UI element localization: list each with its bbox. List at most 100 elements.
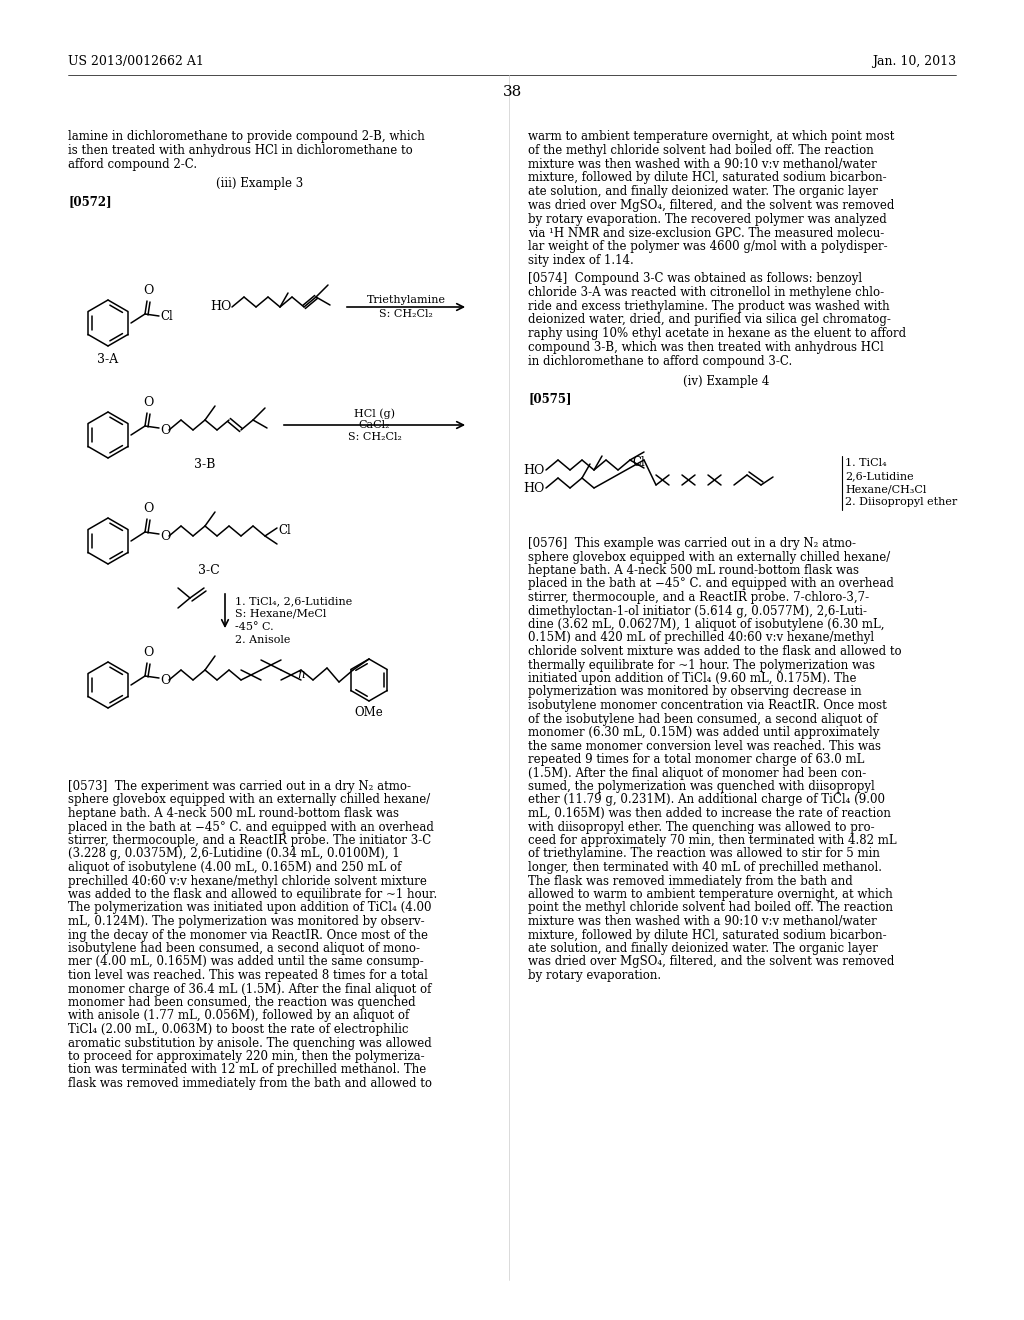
Text: dine (3.62 mL, 0.0627M), 1 aliquot of isobutylene (6.30 mL,: dine (3.62 mL, 0.0627M), 1 aliquot of is… (528, 618, 885, 631)
Text: HCl (g): HCl (g) (354, 408, 395, 418)
Text: HO: HO (523, 463, 545, 477)
Text: Cl: Cl (278, 524, 291, 536)
Text: S: CH₂Cl₂: S: CH₂Cl₂ (379, 309, 433, 319)
Text: (1.5M). After the final aliquot of monomer had been con-: (1.5M). After the final aliquot of monom… (528, 767, 866, 780)
Text: 3-B: 3-B (195, 458, 216, 471)
Text: with diisopropyl ether. The quenching was allowed to pro-: with diisopropyl ether. The quenching wa… (528, 821, 874, 833)
Text: TiCl₄ (2.00 mL, 0.063M) to boost the rate of electrophilic: TiCl₄ (2.00 mL, 0.063M) to boost the rat… (68, 1023, 409, 1036)
Text: 2. Diisopropyl ether: 2. Diisopropyl ether (845, 498, 957, 507)
Text: mL, 0.165M) was then added to increase the rate of reaction: mL, 0.165M) was then added to increase t… (528, 807, 891, 820)
Text: CaCl₂: CaCl₂ (358, 420, 390, 430)
Text: with anisole (1.77 mL, 0.056M), followed by an aliquot of: with anisole (1.77 mL, 0.056M), followed… (68, 1010, 410, 1023)
Text: isobutylene had been consumed, a second aliquot of mono-: isobutylene had been consumed, a second … (68, 942, 420, 954)
Text: 0.15M) and 420 mL of prechilled 40:60 v:v hexane/methyl: 0.15M) and 420 mL of prechilled 40:60 v:… (528, 631, 874, 644)
Text: 3-C: 3-C (198, 564, 220, 577)
Text: warm to ambient temperature overnight, at which point most: warm to ambient temperature overnight, a… (528, 129, 894, 143)
Text: Cl: Cl (632, 455, 645, 469)
Text: ate solution, and finally deionized water. The organic layer: ate solution, and finally deionized wate… (528, 185, 878, 198)
Text: O: O (142, 502, 154, 515)
Text: mixture, followed by dilute HCl, saturated sodium bicarbon-: mixture, followed by dilute HCl, saturat… (528, 928, 887, 941)
Text: monomer (6.30 mL, 0.15M) was added until approximately: monomer (6.30 mL, 0.15M) was added until… (528, 726, 880, 739)
Text: Hexane/CH₃Cl: Hexane/CH₃Cl (845, 484, 927, 494)
Text: lamine in dichloromethane to provide compound 2-B, which: lamine in dichloromethane to provide com… (68, 129, 425, 143)
Text: flask was removed immediately from the bath and allowed to: flask was removed immediately from the b… (68, 1077, 432, 1090)
Text: monomer had been consumed, the reaction was quenched: monomer had been consumed, the reaction … (68, 997, 416, 1008)
Text: prechilled 40:60 v:v hexane/methyl chloride solvent mixture: prechilled 40:60 v:v hexane/methyl chlor… (68, 874, 427, 887)
Text: was added to the flask and allowed to equilibrate for ~1 hour.: was added to the flask and allowed to eq… (68, 888, 437, 902)
Text: n: n (297, 668, 304, 681)
Text: mL, 0.124M). The polymerization was monitored by observ-: mL, 0.124M). The polymerization was moni… (68, 915, 425, 928)
Text: mixture, followed by dilute HCl, saturated sodium bicarbon-: mixture, followed by dilute HCl, saturat… (528, 172, 887, 185)
Text: of the isobutylene had been consumed, a second aliquot of: of the isobutylene had been consumed, a … (528, 713, 878, 726)
Text: by rotary evaporation.: by rotary evaporation. (528, 969, 662, 982)
Text: O: O (142, 645, 154, 659)
Text: compound 3-B, which was then treated with anhydrous HCl: compound 3-B, which was then treated wit… (528, 341, 884, 354)
Text: placed in the bath at −45° C. and equipped with an overhead: placed in the bath at −45° C. and equipp… (528, 578, 894, 590)
Text: monomer charge of 36.4 mL (1.5M). After the final aliquot of: monomer charge of 36.4 mL (1.5M). After … (68, 982, 431, 995)
Text: deionized water, dried, and purified via silica gel chromatog-: deionized water, dried, and purified via… (528, 313, 891, 326)
Text: ing the decay of the monomer via ReactIR. Once most of the: ing the decay of the monomer via ReactIR… (68, 928, 428, 941)
Text: ceed for approximately 70 min, then terminated with 4.82 mL: ceed for approximately 70 min, then term… (528, 834, 897, 847)
Text: -45° C.: -45° C. (234, 622, 273, 632)
Text: was dried over MgSO₄, filtered, and the solvent was removed: was dried over MgSO₄, filtered, and the … (528, 956, 894, 969)
Text: (iii) Example 3: (iii) Example 3 (216, 177, 304, 190)
Text: in dichloromethane to afford compound 3-C.: in dichloromethane to afford compound 3-… (528, 355, 793, 368)
Text: O: O (160, 529, 170, 543)
Text: Cl: Cl (160, 310, 173, 323)
Text: [0575]: [0575] (528, 392, 571, 405)
Text: aromatic substitution by anisole. The quenching was allowed: aromatic substitution by anisole. The qu… (68, 1036, 432, 1049)
Text: sphere glovebox equipped with an externally chilled hexane/: sphere glovebox equipped with an externa… (68, 793, 430, 807)
Text: mer (4.00 mL, 0.165M) was added until the same consump-: mer (4.00 mL, 0.165M) was added until th… (68, 956, 424, 969)
Text: ate solution, and finally deionized water. The organic layer: ate solution, and finally deionized wate… (528, 942, 878, 954)
Text: sumed, the polymerization was quenched with diisopropyl: sumed, the polymerization was quenched w… (528, 780, 874, 793)
Text: raphy using 10% ethyl acetate in hexane as the eluent to afford: raphy using 10% ethyl acetate in hexane … (528, 327, 906, 341)
Text: tion was terminated with 12 mL of prechilled methanol. The: tion was terminated with 12 mL of prechi… (68, 1064, 426, 1077)
Text: via ¹H NMR and size-exclusion GPC. The measured molecu-: via ¹H NMR and size-exclusion GPC. The m… (528, 227, 885, 240)
Text: Triethylamine: Triethylamine (367, 294, 445, 305)
Text: (iv) Example 4: (iv) Example 4 (683, 375, 769, 388)
Text: [0573]  The experiment was carried out in a dry N₂ atmo-: [0573] The experiment was carried out in… (68, 780, 411, 793)
Text: aliquot of isobutylene (4.00 mL, 0.165M) and 250 mL of: aliquot of isobutylene (4.00 mL, 0.165M)… (68, 861, 401, 874)
Text: mixture was then washed with a 90:10 v:v methanol/water: mixture was then washed with a 90:10 v:v… (528, 915, 877, 928)
Text: placed in the bath at −45° C. and equipped with an overhead: placed in the bath at −45° C. and equipp… (68, 821, 434, 833)
Text: chloride 3-A was reacted with citronellol in methylene chlo-: chloride 3-A was reacted with citronello… (528, 286, 884, 298)
Text: tion level was reached. This was repeated 8 times for a total: tion level was reached. This was repeate… (68, 969, 428, 982)
Text: longer, then terminated with 40 mL of prechilled methanol.: longer, then terminated with 40 mL of pr… (528, 861, 882, 874)
Text: dimethyloctan-1-ol initiator (5.614 g, 0.0577M), 2,6-Luti-: dimethyloctan-1-ol initiator (5.614 g, 0… (528, 605, 867, 618)
Text: 1. TiCl₄, 2,6-Lutidine: 1. TiCl₄, 2,6-Lutidine (234, 597, 352, 606)
Text: of triethylamine. The reaction was allowed to stir for 5 min: of triethylamine. The reaction was allow… (528, 847, 880, 861)
Text: US 2013/0012662 A1: US 2013/0012662 A1 (68, 55, 204, 69)
Text: of the methyl chloride solvent had boiled off. The reaction: of the methyl chloride solvent had boile… (528, 144, 873, 157)
Text: OMe: OMe (354, 706, 383, 719)
Text: S: CH₂Cl₂: S: CH₂Cl₂ (347, 432, 401, 442)
Text: S: Hexane/MeCl: S: Hexane/MeCl (234, 609, 327, 619)
Text: point the methyl chloride solvent had boiled off. The reaction: point the methyl chloride solvent had bo… (528, 902, 893, 915)
Text: 2. Anisole: 2. Anisole (234, 635, 291, 645)
Text: ether (11.79 g, 0.231M). An additional charge of TiCl₄ (9.00: ether (11.79 g, 0.231M). An additional c… (528, 793, 885, 807)
Text: afford compound 2-C.: afford compound 2-C. (68, 157, 198, 170)
Text: The flask was removed immediately from the bath and: The flask was removed immediately from t… (528, 874, 853, 887)
Text: is then treated with anhydrous HCl in dichloromethane to: is then treated with anhydrous HCl in di… (68, 144, 413, 157)
Text: [0574]  Compound 3-C was obtained as follows: benzoyl: [0574] Compound 3-C was obtained as foll… (528, 272, 862, 285)
Text: [0572]: [0572] (68, 195, 112, 209)
Text: stirrer, thermocouple, and a ReactIR probe. 7-chloro-3,7-: stirrer, thermocouple, and a ReactIR pro… (528, 591, 869, 605)
Text: O: O (142, 284, 154, 297)
Text: 1. TiCl₄: 1. TiCl₄ (845, 458, 887, 469)
Text: O: O (160, 424, 170, 437)
Text: thermally equilibrate for ~1 hour. The polymerization was: thermally equilibrate for ~1 hour. The p… (528, 659, 874, 672)
Text: by rotary evaporation. The recovered polymer was analyzed: by rotary evaporation. The recovered pol… (528, 213, 887, 226)
Text: lar weight of the polymer was 4600 g/mol with a polydisper-: lar weight of the polymer was 4600 g/mol… (528, 240, 888, 253)
Text: Jan. 10, 2013: Jan. 10, 2013 (871, 55, 956, 69)
Text: to proceed for approximately 220 min, then the polymeriza-: to proceed for approximately 220 min, th… (68, 1049, 425, 1063)
Text: O: O (160, 673, 170, 686)
Text: ride and excess triethylamine. The product was washed with: ride and excess triethylamine. The produ… (528, 300, 890, 313)
Text: HO: HO (211, 301, 232, 314)
Text: The polymerization was initiated upon addition of TiCl₄ (4.00: The polymerization was initiated upon ad… (68, 902, 431, 915)
Text: was dried over MgSO₄, filtered, and the solvent was removed: was dried over MgSO₄, filtered, and the … (528, 199, 894, 213)
Text: stirrer, thermocouple, and a ReactIR probe. The initiator 3-C: stirrer, thermocouple, and a ReactIR pro… (68, 834, 431, 847)
Text: chloride solvent mixture was added to the flask and allowed to: chloride solvent mixture was added to th… (528, 645, 901, 657)
Text: isobutylene monomer concentration via ReactIR. Once most: isobutylene monomer concentration via Re… (528, 700, 887, 711)
Text: [0576]  This example was carried out in a dry N₂ atmo-: [0576] This example was carried out in a… (528, 537, 856, 550)
Text: 2,6-Lutidine: 2,6-Lutidine (845, 471, 913, 480)
Text: initiated upon addition of TiCl₄ (9.60 mL, 0.175M). The: initiated upon addition of TiCl₄ (9.60 m… (528, 672, 856, 685)
